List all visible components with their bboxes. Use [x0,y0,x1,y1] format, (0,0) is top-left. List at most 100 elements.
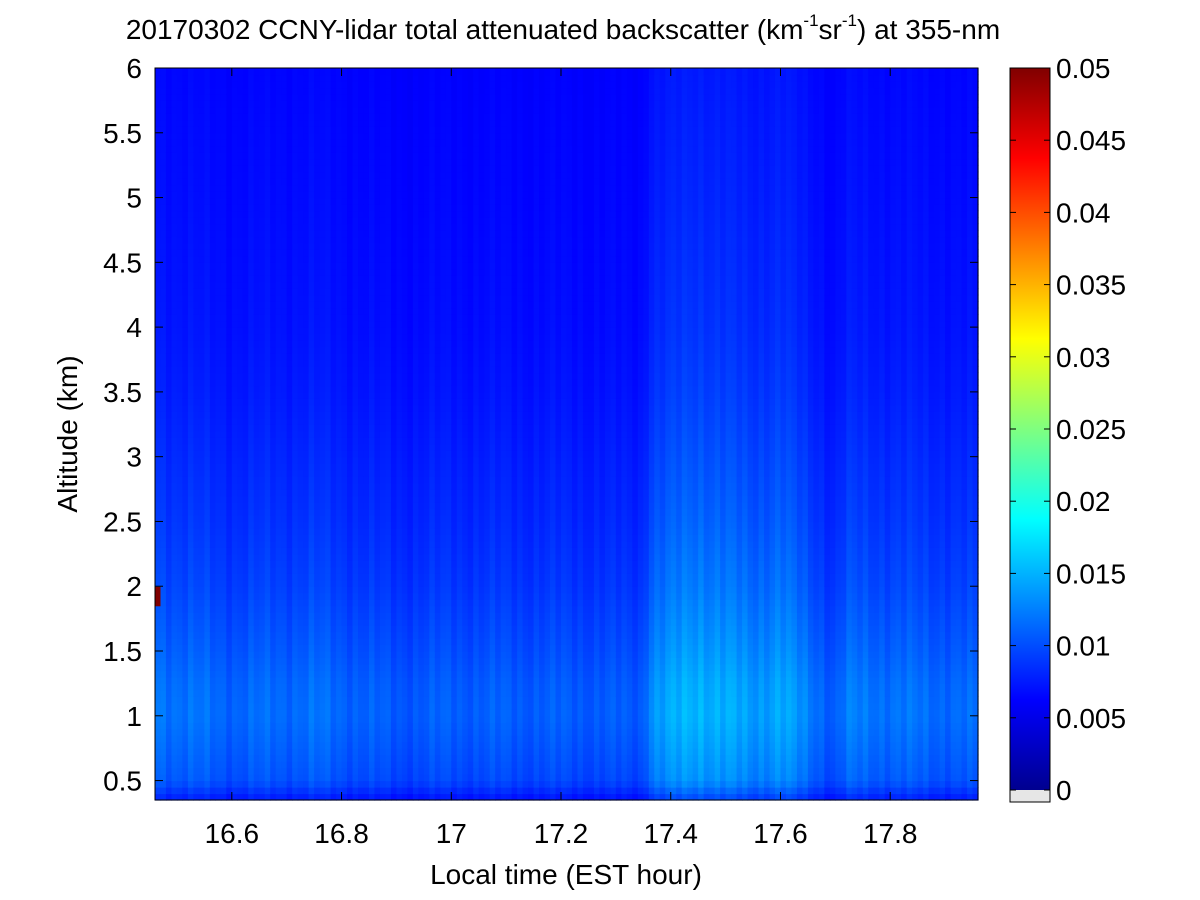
heatmap-cell [155,359,162,367]
heatmap-cell [314,761,321,769]
heatmap-cell [358,378,365,387]
heatmap-cell [237,566,244,574]
heatmap-cell [330,767,337,775]
heatmap-cell [187,210,195,218]
heatmap-cell [165,683,173,691]
heatmap-cell [286,229,293,238]
heatmap-cell [390,625,398,633]
heatmap-cell [308,93,315,101]
heatmap-cell [297,566,304,574]
heatmap-cell [341,424,348,432]
heatmap-cell [193,333,200,341]
heatmap-cell [259,171,266,179]
heatmap-cell [231,638,238,646]
heatmap-cell [160,365,167,374]
heatmap-cell [231,327,238,335]
heatmap-cell [259,378,266,387]
heatmap-cell [237,644,244,652]
heatmap-cell [385,735,392,743]
heatmap-cell [341,657,348,665]
heatmap-cell [204,502,211,510]
heatmap-cell [242,663,249,672]
heatmap-cell [275,359,282,367]
heatmap-cell [231,191,238,199]
heatmap-cell [292,787,299,795]
heatmap-cell [182,100,189,108]
heatmap-cell [358,793,365,801]
heatmap-cell [248,702,255,710]
heatmap-cell [379,301,387,309]
heatmap-cell [385,787,392,795]
heatmap-cell [270,521,277,529]
heatmap-cell [347,450,354,458]
heatmap-cell [187,767,195,775]
heatmap-cell [379,579,387,587]
heatmap-cell [187,489,195,497]
heatmap-cell [363,113,370,121]
heatmap-cell [341,728,348,736]
heatmap-cell [160,132,167,140]
heatmap-cell [242,294,249,302]
heatmap-cell [193,391,200,399]
heatmap-cell [390,696,398,704]
heatmap-cell [390,378,398,387]
heatmap-cell [325,216,332,225]
heatmap-cell [165,534,173,542]
heatmap-cell [237,553,244,561]
heatmap-cell [286,236,293,244]
heatmap-cell [292,631,299,639]
heatmap-cell [264,275,271,283]
heatmap-cell [325,294,332,302]
heatmap-cell [248,242,255,250]
heatmap-cell [292,204,299,212]
heatmap-cell [264,113,271,121]
heatmap-cell [242,68,249,76]
heatmap-cell [209,547,216,555]
heatmap-cell [319,547,326,555]
heatmap-cell [209,774,216,782]
heatmap-cell [341,476,348,484]
heatmap-cell [198,696,205,704]
heatmap-cell [198,670,205,678]
heatmap-cell [390,592,398,600]
heatmap-cell [182,301,189,309]
heatmap-cell [226,404,233,412]
heatmap-cell [319,748,326,756]
heatmap-cell [193,767,200,775]
heatmap-cell [160,663,167,672]
heatmap-cell [385,430,392,438]
heatmap-cell [325,301,332,309]
heatmap-cell [198,482,205,490]
heatmap-cell [385,663,392,672]
heatmap-cell [171,184,178,192]
heatmap-cell [215,184,222,192]
heatmap-cell [193,676,200,684]
heatmap-cell [363,456,370,464]
heatmap-cell [358,204,365,212]
heatmap-cell [176,663,184,672]
heatmap-cell [374,378,381,387]
heatmap-cell [363,307,370,315]
heatmap-cell [347,735,354,743]
heatmap-cell [368,391,376,399]
heatmap-cell [368,787,376,795]
heatmap-cell [379,489,387,497]
heatmap-cell [226,255,233,263]
heatmap-cell [390,204,398,212]
heatmap-cell [259,586,266,594]
heatmap-cell [325,651,332,659]
heatmap-cell [385,74,392,82]
heatmap-cell [330,93,337,101]
heatmap-cell [242,560,249,568]
heatmap-cell [330,113,337,121]
heatmap-cell [204,430,211,438]
heatmap-cell [341,145,348,153]
heatmap-cell [347,489,354,497]
heatmap-cell [379,268,387,276]
heatmap-cell [182,560,189,568]
heatmap-cell [275,579,282,587]
heatmap-cell [374,93,381,101]
heatmap-cell [176,346,184,354]
heatmap-cell [171,340,178,348]
heatmap-cell [176,191,184,199]
